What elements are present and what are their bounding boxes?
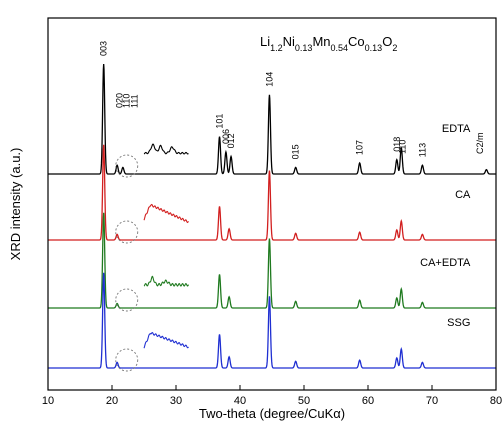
x-tick-label: 40 xyxy=(234,395,246,407)
peak-label: 020 xyxy=(115,93,125,108)
peak-label: 003 xyxy=(99,41,109,56)
x-axis-label: Two-theta (degree/CuKα) xyxy=(199,406,345,421)
peak-label: 107 xyxy=(355,140,365,155)
peak-label: 104 xyxy=(264,72,274,87)
series-label-ssg: SSG xyxy=(447,317,470,329)
x-tick-label: 10 xyxy=(42,395,54,407)
peak-label: 111 xyxy=(129,94,139,108)
x-tick-label: 70 xyxy=(426,395,438,407)
series-line-ssg xyxy=(48,272,496,369)
chart-title: Li1.2Ni0.13Mn0.54Co0.13O2 xyxy=(260,34,397,53)
highlight-circle xyxy=(115,154,139,178)
x-tick-label: 50 xyxy=(298,395,310,407)
series-label-ca: CA xyxy=(455,189,471,201)
peak-label: C2/m xyxy=(475,132,485,154)
peak-label: 018 xyxy=(392,137,402,152)
inset-curves xyxy=(143,143,189,349)
series-label-edta: EDTA xyxy=(442,123,471,135)
highlight-circle xyxy=(115,220,139,244)
x-tick-label: 20 xyxy=(106,395,118,407)
plot-frame xyxy=(47,17,497,391)
inset-line-ca-edta xyxy=(143,275,189,287)
highlight-circle xyxy=(115,288,139,312)
peak-label: 110 xyxy=(398,140,408,154)
x-tick-label: 30 xyxy=(170,395,182,407)
y-axis-label: XRD intensity (a.u.) xyxy=(8,148,23,261)
peak-label: 012 xyxy=(226,133,236,148)
x-tick-label: 80 xyxy=(490,395,502,407)
highlight-circle xyxy=(115,348,139,372)
inset-line-ca xyxy=(143,203,189,224)
xrd-curves xyxy=(48,63,496,369)
inset-line-ssg xyxy=(143,331,189,349)
series-line-edta xyxy=(48,63,496,175)
inset-line-edta xyxy=(143,143,189,155)
series-line-ca-edta xyxy=(48,212,496,309)
peak-label: 101 xyxy=(215,114,225,129)
series-labels: EDTA CA CA+EDTA SSG xyxy=(420,123,471,329)
highlight-circles xyxy=(115,154,139,372)
peak-label: 113 xyxy=(417,143,427,157)
x-tick-label: 60 xyxy=(362,395,374,407)
peak-label: 110 xyxy=(122,94,132,108)
peak-label: 006 xyxy=(221,129,231,144)
x-axis-ticks: 10 20 30 40 50 60 70 80 xyxy=(42,385,502,407)
series-label-ca-edta: CA+EDTA xyxy=(420,257,471,269)
peak-label: 015 xyxy=(291,144,301,159)
series-line-ca xyxy=(48,144,496,241)
